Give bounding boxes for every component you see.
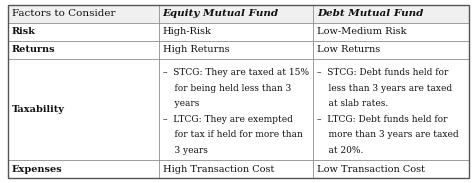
Bar bbox=[8, 41, 159, 59]
Text: High Returns: High Returns bbox=[163, 46, 229, 55]
Bar bbox=[8, 59, 159, 160]
Bar bbox=[159, 59, 313, 160]
Text: more than 3 years are taxed: more than 3 years are taxed bbox=[318, 130, 459, 139]
Text: less than 3 years are taxed: less than 3 years are taxed bbox=[318, 84, 453, 93]
Text: at 20%.: at 20%. bbox=[318, 146, 364, 155]
Text: Low-Medium Risk: Low-Medium Risk bbox=[318, 27, 407, 36]
Bar bbox=[8, 160, 159, 178]
Bar bbox=[313, 59, 469, 160]
Text: for tax if held for more than: for tax if held for more than bbox=[163, 130, 302, 139]
Text: Low Returns: Low Returns bbox=[318, 46, 381, 55]
Bar bbox=[159, 160, 313, 178]
Bar bbox=[159, 5, 313, 23]
Text: Factors to Consider: Factors to Consider bbox=[12, 10, 116, 18]
Text: –  LTCG: They are exempted: – LTCG: They are exempted bbox=[163, 115, 292, 124]
Bar bbox=[313, 160, 469, 178]
Text: 3 years: 3 years bbox=[163, 146, 208, 155]
Text: High-Risk: High-Risk bbox=[163, 27, 211, 36]
Text: –  LTCG: Debt funds held for: – LTCG: Debt funds held for bbox=[318, 115, 448, 124]
Text: –  STCG: They are taxed at 15%: – STCG: They are taxed at 15% bbox=[163, 68, 309, 77]
Bar bbox=[8, 5, 159, 23]
Text: Risk: Risk bbox=[12, 27, 36, 36]
Text: Taxability: Taxability bbox=[12, 105, 65, 114]
Text: High Transaction Cost: High Transaction Cost bbox=[163, 165, 274, 173]
Bar bbox=[313, 5, 469, 23]
Bar bbox=[159, 41, 313, 59]
Text: years: years bbox=[163, 99, 199, 108]
Text: at slab rates.: at slab rates. bbox=[318, 99, 389, 108]
Bar bbox=[159, 23, 313, 41]
Text: Debt Mutual Fund: Debt Mutual Fund bbox=[318, 10, 424, 18]
Text: Expenses: Expenses bbox=[12, 165, 63, 173]
Text: Equity Mutual Fund: Equity Mutual Fund bbox=[163, 10, 279, 18]
Text: for being held less than 3: for being held less than 3 bbox=[163, 84, 291, 93]
Text: Returns: Returns bbox=[12, 46, 55, 55]
Bar bbox=[8, 23, 159, 41]
Bar bbox=[313, 23, 469, 41]
Text: Low Transaction Cost: Low Transaction Cost bbox=[318, 165, 425, 173]
Bar bbox=[313, 41, 469, 59]
Text: –  STCG: Debt funds held for: – STCG: Debt funds held for bbox=[318, 68, 449, 77]
